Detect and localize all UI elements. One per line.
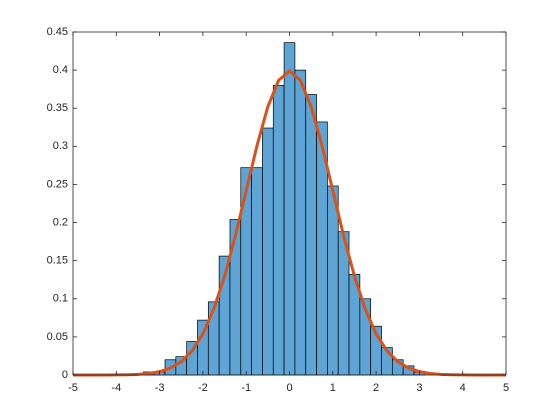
y-tick-label: 0.35 xyxy=(47,102,68,114)
y-tick-label: 0.3 xyxy=(53,140,68,152)
bar xyxy=(283,42,296,376)
bar xyxy=(251,167,263,376)
y-tick-label: 0.05 xyxy=(47,331,68,343)
x-tick-label: 1 xyxy=(330,382,336,394)
x-tick-label: -3 xyxy=(155,382,165,394)
y-tick-label: 0.25 xyxy=(47,178,68,190)
x-tick-label: -1 xyxy=(241,382,251,394)
x-tick-label: 3 xyxy=(416,382,422,394)
bar xyxy=(240,167,252,376)
y-tick-label: 0.45 xyxy=(47,26,68,38)
y-tick-label: 0.1 xyxy=(53,293,68,305)
bar xyxy=(305,94,317,376)
y-tick-label: 0.4 xyxy=(53,64,68,76)
bar xyxy=(294,69,307,376)
y-tick-label: 0 xyxy=(62,369,68,381)
y-tick-label: 0.15 xyxy=(47,255,68,267)
fit-line xyxy=(73,69,506,377)
x-tick-label: -5 xyxy=(68,382,78,394)
x-tick-label: 5 xyxy=(503,382,509,394)
x-tick-label: -4 xyxy=(111,382,121,394)
bar xyxy=(262,127,274,376)
x-tick-label: 2 xyxy=(373,382,379,394)
y-tick-label: 0.2 xyxy=(53,216,68,228)
bar xyxy=(229,219,242,376)
x-tick-label: -2 xyxy=(198,382,208,394)
bar xyxy=(327,185,339,376)
x-tick-label: 0 xyxy=(286,382,292,394)
x-tick-label: 4 xyxy=(460,382,466,394)
bar xyxy=(272,85,285,376)
